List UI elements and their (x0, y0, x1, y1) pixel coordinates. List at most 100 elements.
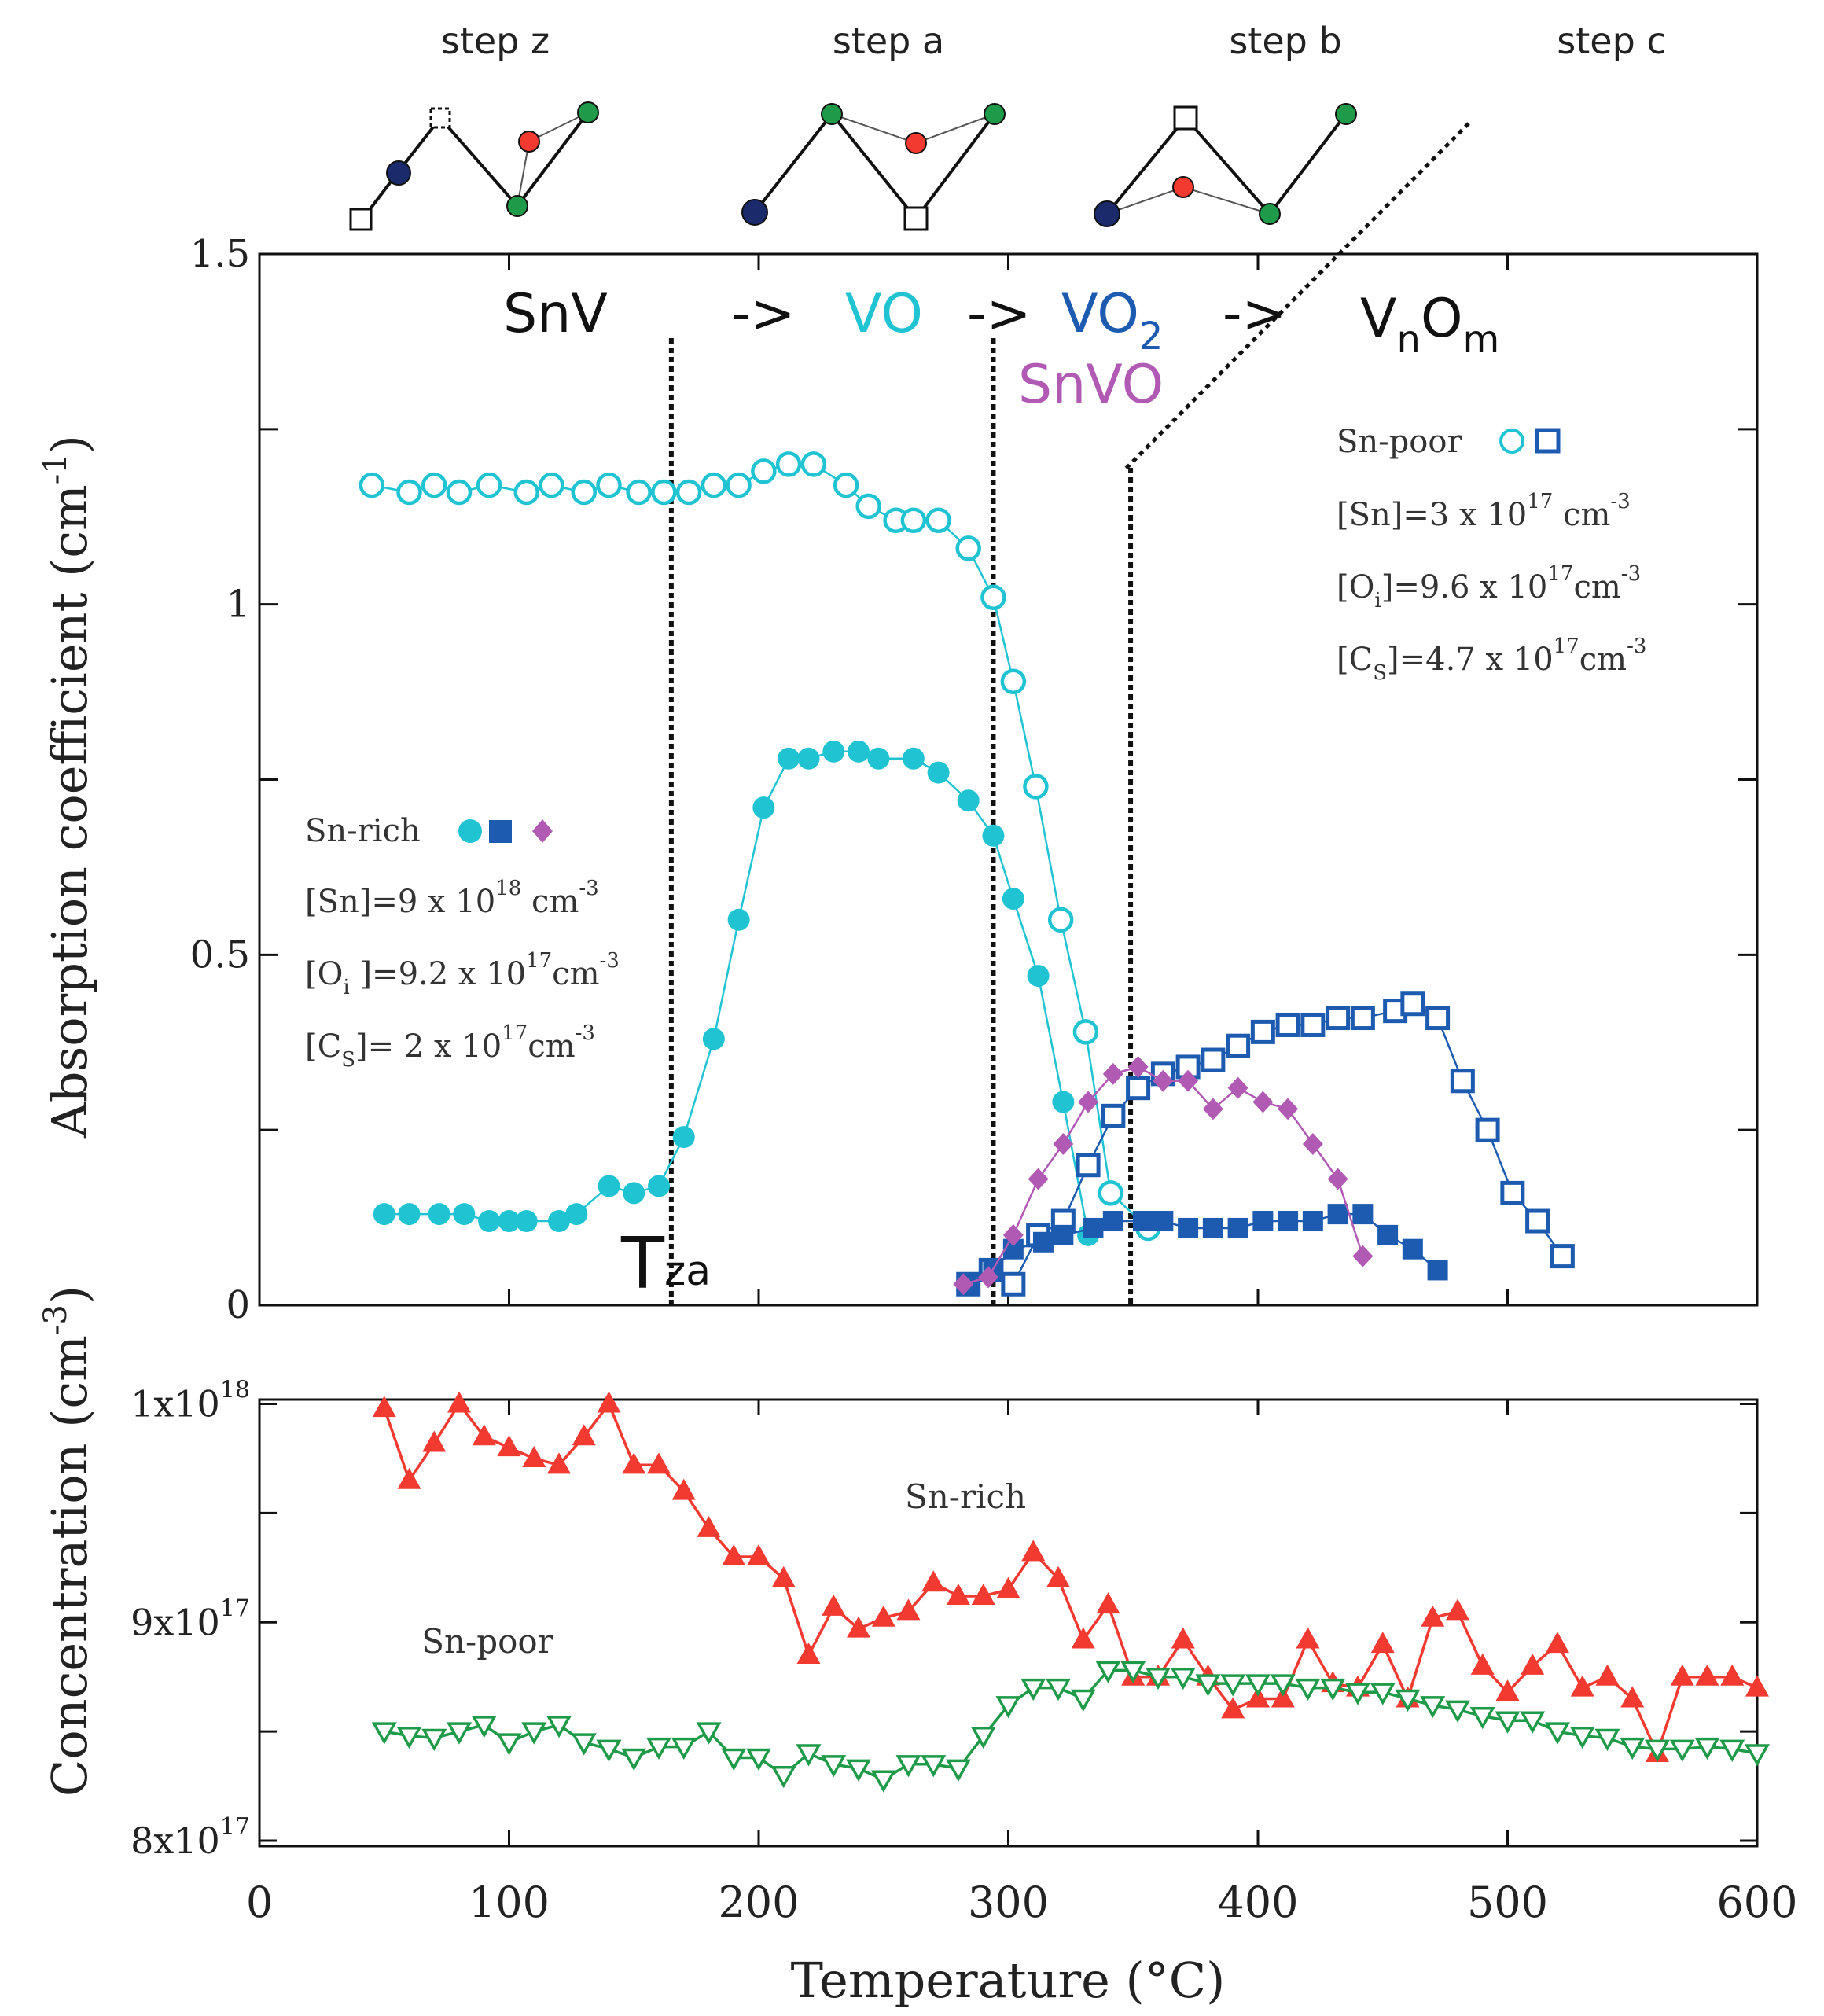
lower-sn-poor-point (1694, 1737, 1720, 1760)
upper-vo-sn-poor-point (701, 472, 727, 498)
vacancy-square-icon (1173, 105, 1198, 131)
upper-vo-sn-poor-point (1000, 668, 1027, 694)
upper-vo-sn-rich-point (1027, 965, 1050, 988)
lower-sn-rich-point (822, 1594, 846, 1616)
xtick-label: 0 (246, 1878, 273, 1927)
upper-vo-sn-rich-point (778, 747, 800, 770)
seq-snv: SnV (503, 283, 608, 345)
upper-vo-sn-poor-point (396, 479, 422, 506)
upper-vo-sn-poor-point (980, 584, 1006, 611)
lower-sn-poor-point (1669, 1739, 1695, 1762)
upper-vo2-sn-poor-point (1201, 1047, 1226, 1072)
upper-snvo-sn-rich-point (1102, 1062, 1123, 1085)
lower-sn-rich-point (1546, 1632, 1569, 1654)
upper-vo2-sn-poor-point (1326, 1006, 1351, 1031)
lower-sn-rich-point (497, 1435, 521, 1457)
lower-sn-rich-point (722, 1543, 746, 1565)
silicon-green-ball-icon (821, 103, 843, 125)
silicon-green-ball-icon (1335, 103, 1357, 125)
lower-sn-poor-point (1395, 1689, 1421, 1712)
sn-ball-icon (386, 160, 411, 186)
lower-sn-rich-point (1570, 1675, 1594, 1697)
upper-vo-sn-poor-point (1098, 1180, 1123, 1206)
upper-vo-sn-rich-point (727, 908, 750, 931)
upper-vo-sn-rich-point (373, 1203, 395, 1226)
step-label-b: step b (1229, 20, 1341, 62)
lower-sn-poor-point (846, 1759, 871, 1782)
legend-filled-diamond-marker (532, 819, 553, 843)
upper-vo2-sn-poor-point (1450, 1069, 1475, 1094)
lower-sn-rich-point (1720, 1664, 1745, 1686)
upper-vo2-sn-poor-point (1076, 1153, 1101, 1178)
upper-vo-sn-poor-point (1072, 1019, 1099, 1045)
upper-vo-sn-poor-point (421, 472, 447, 498)
upper-vo-sn-rich-point (648, 1175, 670, 1197)
upper-vo2-sn-poor-point (1275, 1012, 1300, 1037)
upper-vo-sn-poor-point (955, 535, 981, 561)
xtick-label: 200 (718, 1878, 799, 1927)
upper-vo2-sn-rich-point (1278, 1211, 1299, 1232)
silicon-green-ball-icon (1259, 203, 1281, 225)
lower-sn-poor-point (1520, 1711, 1546, 1734)
upper-vo-sn-rich-point (498, 1210, 520, 1233)
seq-snvo: SnVO (1018, 354, 1164, 416)
lower-sn-poor-point (521, 1722, 547, 1745)
upper-ytick-label: 0.5 (190, 933, 250, 977)
upper-vo2-sn-poor-point (1350, 1006, 1375, 1031)
lower-sn-rich-point (697, 1515, 721, 1537)
upper-snvo-sn-rich-point (1278, 1098, 1299, 1120)
upper-vo2-sn-rich-point (1327, 1204, 1348, 1225)
upper-vo2-sn-rich-point (1153, 1211, 1174, 1232)
lower-sn-rich-point (871, 1605, 895, 1627)
lower-sn-poor-point (1295, 1678, 1321, 1701)
upper-vo-sn-rich-point (957, 789, 980, 812)
upper-snvo-sn-rich-point (1302, 1132, 1323, 1155)
step-a-diagram (741, 103, 1006, 231)
upper-vo-sn-rich-point (902, 747, 925, 770)
silicon-green-ball-icon (577, 101, 599, 123)
upper-snvo-sn-rich-point (1002, 1223, 1024, 1246)
lower-sn-rich-line (383, 1401, 1758, 1757)
upper-vo2-sn-poor-point (1126, 1076, 1151, 1101)
upper-vo2-sn-rich-point (1102, 1211, 1123, 1232)
lower-sn-poor-point (621, 1748, 647, 1771)
step-label-c: step c (1557, 20, 1666, 62)
lower-sn-poor-point (770, 1765, 796, 1789)
lower-sn-poor-point (471, 1716, 497, 1738)
lower-sn-poor-point (546, 1716, 572, 1738)
lower-sn-poor-point (1120, 1661, 1146, 1683)
lower-sn-rich-point (771, 1565, 796, 1587)
legend-sn-poor-line-1: [Sn]=3 x 1017 cm-3 (1337, 490, 1631, 533)
lower-sn-rich-point (1021, 1540, 1046, 1562)
upper-vo2-sn-rich-point (1302, 1211, 1323, 1232)
lower-sn-rich-point (1620, 1686, 1645, 1708)
upper-vo2-sn-rich-point (1352, 1204, 1374, 1225)
lower-sn-poor-point (1469, 1706, 1495, 1730)
lower-label-sn-poor: Sn-poor (421, 1622, 553, 1661)
lower-sn-rich-point (747, 1543, 770, 1565)
lower-sn-poor-point (1445, 1700, 1470, 1723)
lower-sn-poor-point (1245, 1674, 1271, 1697)
upper-vo2-sn-poor-point (1550, 1244, 1575, 1269)
lower-ytick-label: 9x1017 (131, 1595, 250, 1643)
seq-vo: VO (845, 283, 923, 345)
lower-sn-rich-point (947, 1583, 970, 1605)
step-labels: step z step a step b step c (441, 20, 1667, 62)
oxygen-red-ball-icon (905, 132, 927, 154)
seq-arrow-3: -> (1223, 283, 1287, 345)
lower-sn-poor-series (371, 1661, 1770, 1793)
upper-vo-sn-rich-point (515, 1210, 538, 1233)
legend-sn-rich-line-2: [Oi ]=9.2 x 1017cm-3 (305, 949, 620, 999)
lower-sn-poor-point (1020, 1678, 1046, 1701)
lower-sn-poor-point (721, 1748, 747, 1771)
sn-ball-icon (1094, 200, 1120, 227)
xtick-label: 600 (1716, 1878, 1797, 1927)
lower-label-sn-rich: Sn-rich (905, 1477, 1026, 1516)
upper-vo2-sn-rich-point (1053, 1224, 1074, 1245)
lower-sn-rich-point (921, 1570, 946, 1592)
upper-y-axis-label: Absorption coefficient (cm-1) (38, 435, 98, 1139)
lower-sn-rich-point (1695, 1664, 1719, 1686)
upper-vo-sn-rich-point (927, 761, 950, 784)
step-b-diagram (1094, 103, 1357, 227)
